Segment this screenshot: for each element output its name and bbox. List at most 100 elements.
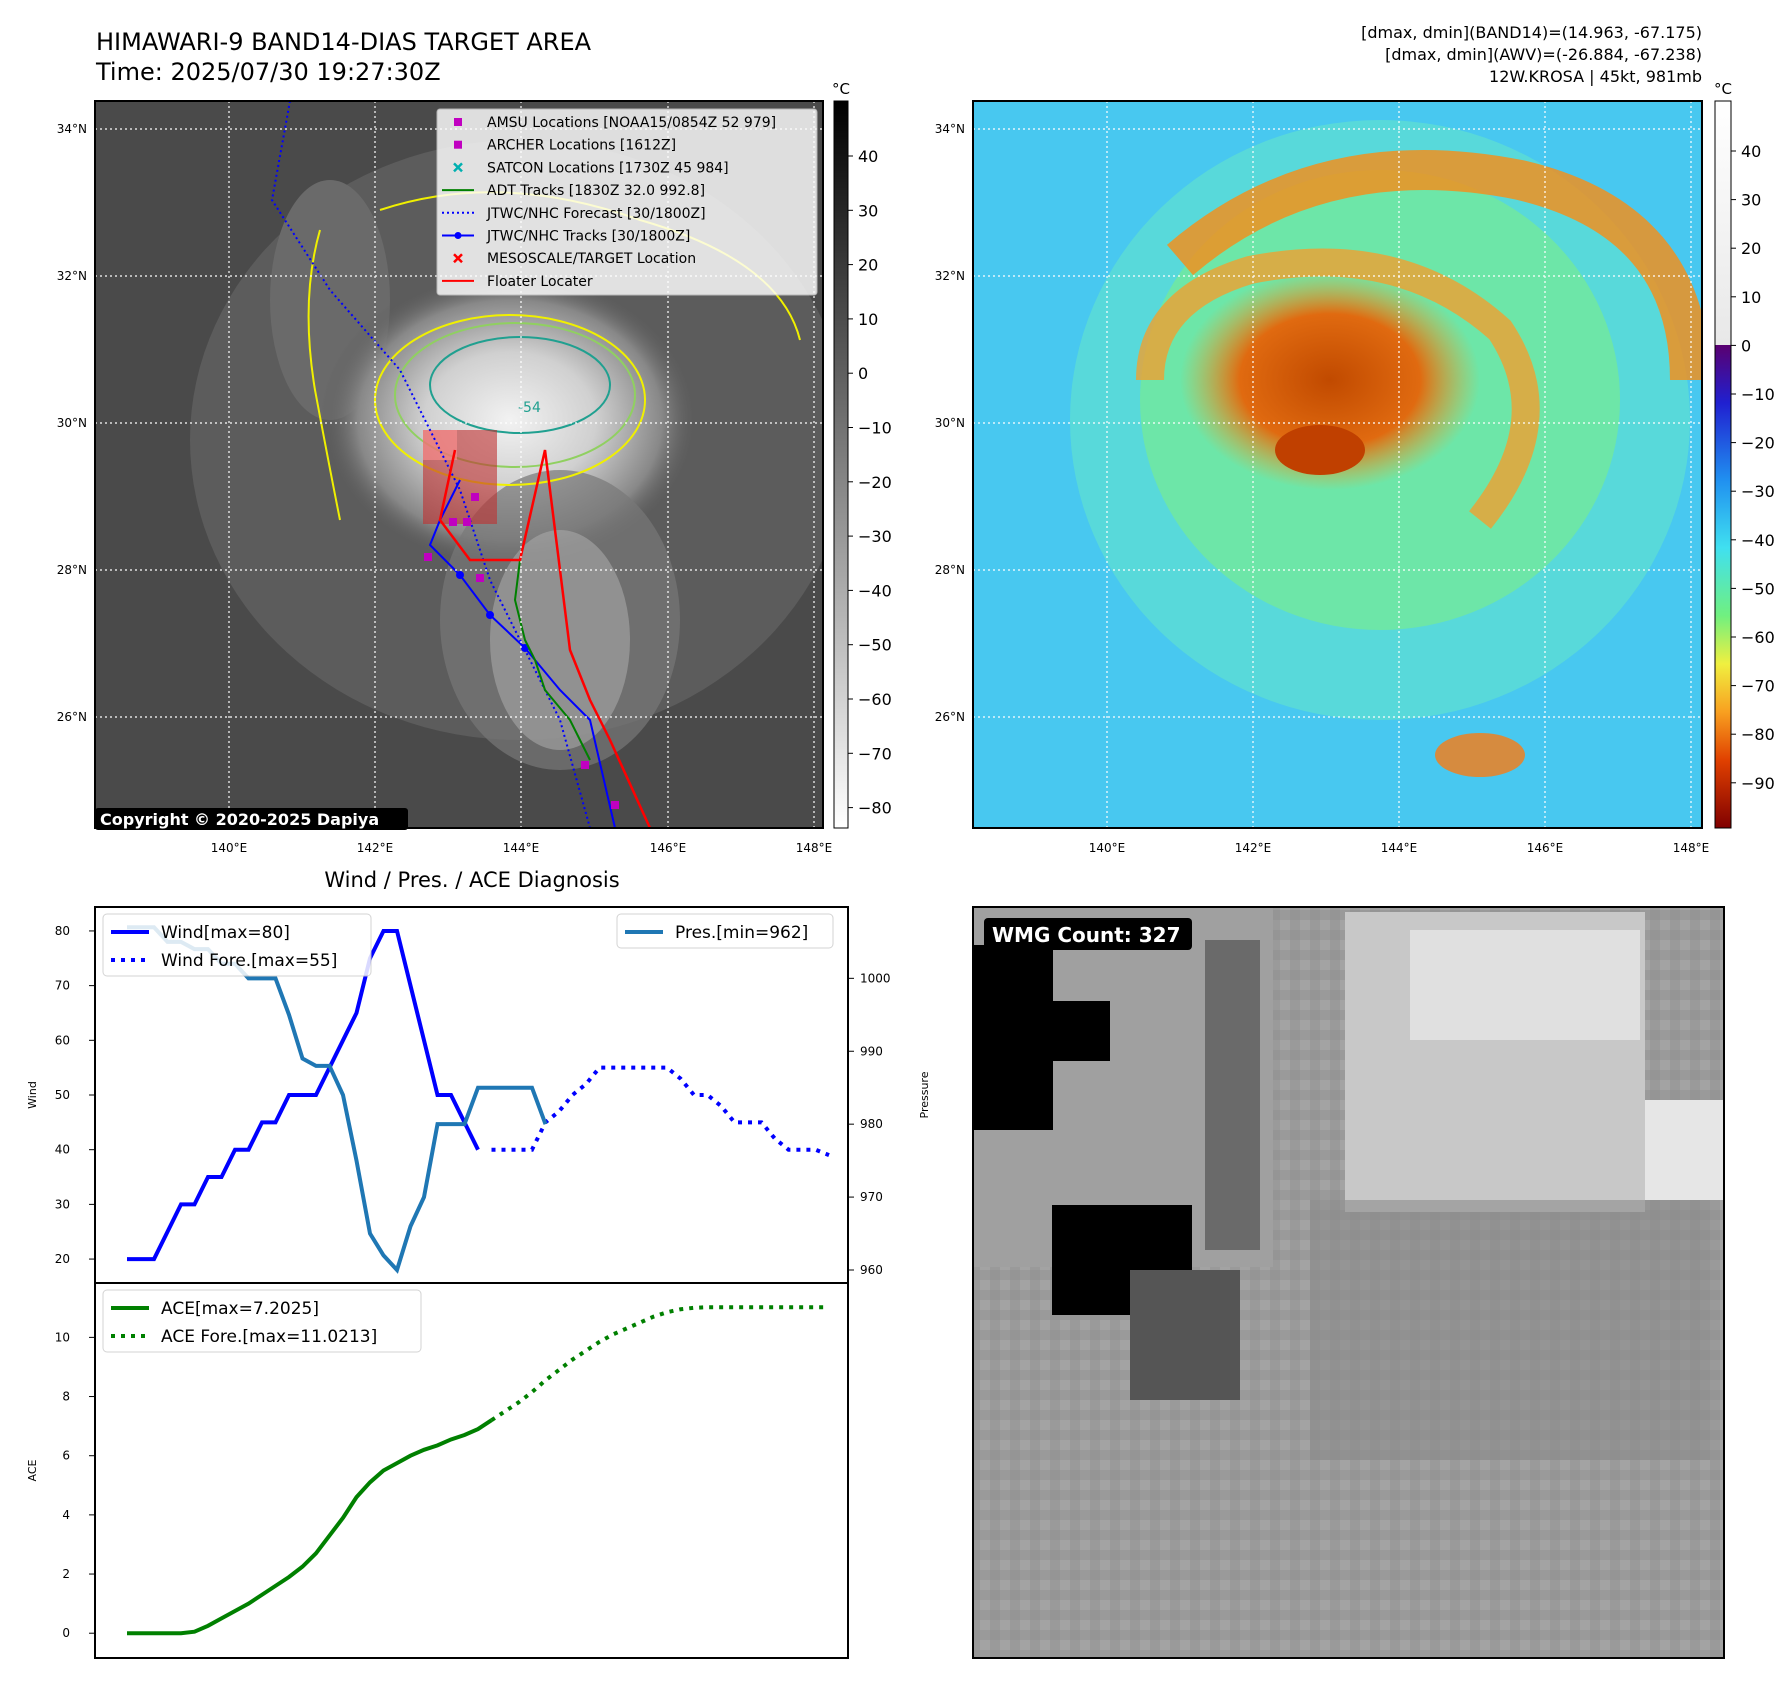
colorbar-tick-label: 30 [858, 201, 878, 220]
contour-inner [429, 336, 611, 434]
chart-legend-label: Wind Fore.[max=55] [161, 951, 337, 971]
colorbar-tick-label: −50 [858, 636, 892, 655]
chart-legend-label: Wind[max=80] [161, 923, 290, 943]
colorbar-tick-label: −80 [858, 799, 892, 818]
lon-tick-label: 142°E [1235, 841, 1272, 855]
y-axis-label: Wind [26, 1081, 39, 1109]
y-tick-label: 50 [55, 1088, 70, 1102]
y-tick-label: 2 [62, 1567, 70, 1581]
y-tick-label: 8 [62, 1390, 70, 1404]
wmg-panel [973, 907, 1724, 1658]
colorbar-tick-label: −80 [1741, 725, 1775, 744]
wmg-bright-east [1645, 1100, 1723, 1200]
wmg-count-text: WMG Count: 327 [992, 923, 1181, 947]
colorbar-tick-label: −50 [1741, 579, 1775, 598]
y-tick-label: 4 [62, 1508, 70, 1522]
wmg-dark-band [1205, 940, 1260, 1250]
ir-colorbar-unit: °C [832, 80, 850, 98]
colorbar-tick-label: −60 [858, 690, 892, 709]
lat-tick-label: 34°N [57, 122, 87, 136]
jtwc-track-point [456, 571, 464, 579]
contour-outer [374, 314, 646, 486]
awv-map-panel [973, 101, 1702, 828]
colorbar-tick-label: 20 [1741, 239, 1761, 258]
y-tick-label-right: 980 [860, 1117, 883, 1131]
legend-marker [454, 118, 462, 126]
colorbar-tick-label: 0 [1741, 336, 1751, 355]
amsu-archer-marker [449, 518, 457, 526]
y-tick-label: 70 [55, 979, 70, 993]
figure-title: HIMAWARI-9 BAND14-DIAS TARGET AREA [96, 28, 592, 56]
wind-pressure-chart: 80 70 60 50 40 30 20 Wind 1000 990 980 970 960 Pressu… [26, 913, 931, 1277]
lat-tick-label: 26°N [57, 710, 87, 724]
awv-colorbar-bottom [1715, 345, 1731, 828]
y-tick-label: 60 [55, 1033, 70, 1047]
chart-legend-label: ACE Fore.[max=11.0213] [161, 1327, 377, 1347]
amsu-archer-marker [476, 574, 484, 582]
contour-middle [394, 322, 636, 468]
lat-tick-label: 30°N [935, 416, 965, 430]
chart-legend-label: ACE[max=7.2025] [161, 1299, 319, 1319]
y-tick-label: 80 [55, 924, 70, 938]
awv-axis-labels: 34°N 32°N 30°N 28°N 26°N 140°E 142°E 144°E 146°E… [935, 122, 1710, 855]
contour-label: -54 [518, 400, 541, 416]
colorbar-tick-label: −20 [858, 473, 892, 492]
wmg-black-block-1 [973, 945, 1053, 1130]
y-tick-label: 20 [55, 1252, 70, 1266]
adt-track [513, 559, 591, 761]
colorbar-tick-label: −30 [1741, 482, 1775, 501]
legend-label: ADT Tracks [1830Z 32.0 992.8] [487, 183, 705, 199]
y-tick-label: 40 [55, 1143, 70, 1157]
colorbar-tick-label: −90 [1741, 774, 1775, 793]
y-tick-label-right: 970 [860, 1190, 883, 1204]
floater-track [438, 449, 652, 828]
map-legend: AMSU Locations [NOAA15/0854Z 52 979] ARCH… [436, 108, 818, 296]
colorbar-tick-label: 0 [858, 364, 868, 383]
ir-axis-labels: 34°N 32°N 30°N 28°N 26°N 140°E 142°E 144°E 146°E… [57, 122, 833, 855]
legend-box [436, 108, 818, 296]
chart-legend-box [616, 913, 834, 949]
ir-cloud-south-bright [490, 530, 630, 750]
band14-range: [dmax, dmin](BAND14)=(14.963, -67.175) [1361, 23, 1702, 42]
track-layer [270, 101, 652, 828]
lon-tick-label: 148°E [1673, 841, 1710, 855]
ir-colorbar-ticks: 40 30 20 10 0 −10 −20 −30 −40 −50 −60 −70 −80 [848, 147, 892, 818]
wmg-dark-step [1130, 1270, 1240, 1400]
awv-spiral-band [1166, 150, 1702, 381]
awv-eye-tail [1275, 425, 1365, 475]
legend-label: JTWC/NHC Tracks [30/1800Z] [486, 229, 690, 245]
lon-tick-label: 140°E [1089, 841, 1126, 855]
legend-marker [453, 162, 463, 173]
y-tick-label: 10 [55, 1330, 70, 1344]
wmg-bright-core [1410, 930, 1640, 1040]
lon-tick-label: 140°E [211, 841, 248, 855]
awv-colorbar-frame [1714, 100, 1732, 829]
floater-box [423, 430, 457, 460]
legend-label: Floater Locater [487, 274, 593, 290]
lat-tick-label: 26°N [935, 710, 965, 724]
lat-tick-label: 30°N [57, 416, 87, 430]
colorbar-tick-label: −10 [1741, 385, 1775, 404]
legend-label: SATCON Locations [1730Z 45 984] [487, 160, 729, 176]
colorbar-tick-label: 30 [1741, 191, 1761, 210]
copyright-text: Copyright © 2020-2025 Dapiya [100, 810, 379, 829]
colorbar-tick-label: −30 [858, 527, 892, 546]
y-tick-label-right: 1000 [860, 971, 891, 985]
jtwc-track-point [486, 611, 494, 619]
lat-tick-label: 34°N [935, 122, 965, 136]
y-tick-label: 6 [62, 1449, 70, 1463]
diagnosis-title: Wind / Pres. / ACE Diagnosis [324, 868, 619, 892]
awv-range: [dmax, dmin](AWV)=(-26.884, -67.238) [1385, 45, 1702, 64]
figure-time: Time: 2025/07/30 19:27:30Z [95, 58, 441, 86]
series-line [491, 1065, 830, 1158]
awv-colorbar-top [1715, 101, 1731, 345]
awv-gridlines [973, 101, 1702, 828]
wmg-count-badge [984, 918, 1192, 950]
storm-info: 12W.KROSA | 45kt, 981mb [1489, 67, 1702, 86]
legend-label: AMSU Locations [NOAA15/0854Z 52 979] [487, 115, 776, 131]
series-line [127, 925, 548, 1274]
colorbar-tick-label: −10 [858, 419, 892, 438]
y-tick-label-right: 960 [860, 1263, 883, 1277]
awv-colorbar-unit: °C [1714, 80, 1732, 98]
